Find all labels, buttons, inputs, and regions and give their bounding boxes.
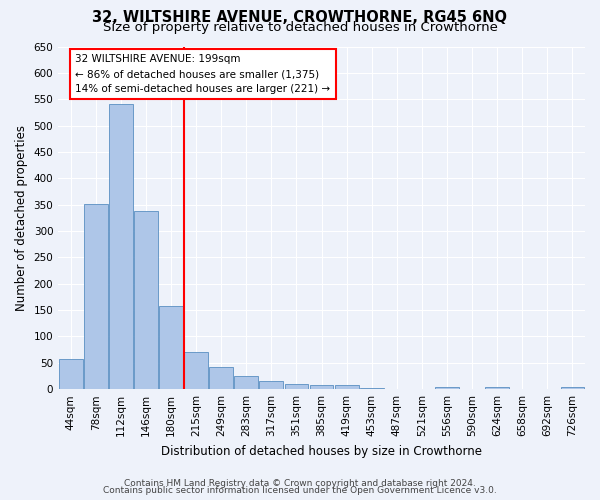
- Bar: [109, 104, 133, 389]
- Bar: [259, 382, 283, 389]
- Bar: [235, 376, 258, 389]
- Text: 32, WILTSHIRE AVENUE, CROWTHORNE, RG45 6NQ: 32, WILTSHIRE AVENUE, CROWTHORNE, RG45 6…: [92, 10, 508, 25]
- Bar: [134, 211, 158, 389]
- Bar: [184, 352, 208, 389]
- Bar: [159, 306, 183, 389]
- Text: 32 WILTSHIRE AVENUE: 199sqm
← 86% of detached houses are smaller (1,375)
14% of : 32 WILTSHIRE AVENUE: 199sqm ← 86% of det…: [75, 54, 331, 94]
- Bar: [435, 386, 459, 389]
- Bar: [360, 388, 383, 389]
- Text: Contains HM Land Registry data © Crown copyright and database right 2024.: Contains HM Land Registry data © Crown c…: [124, 478, 476, 488]
- Bar: [560, 386, 584, 389]
- Bar: [485, 386, 509, 389]
- Text: Size of property relative to detached houses in Crowthorne: Size of property relative to detached ho…: [103, 21, 497, 34]
- Bar: [84, 204, 108, 389]
- Y-axis label: Number of detached properties: Number of detached properties: [15, 125, 28, 311]
- Bar: [59, 359, 83, 389]
- X-axis label: Distribution of detached houses by size in Crowthorne: Distribution of detached houses by size …: [161, 444, 482, 458]
- Bar: [284, 384, 308, 389]
- Text: Contains public sector information licensed under the Open Government Licence v3: Contains public sector information licen…: [103, 486, 497, 495]
- Bar: [310, 385, 334, 389]
- Bar: [209, 367, 233, 389]
- Bar: [335, 385, 359, 389]
